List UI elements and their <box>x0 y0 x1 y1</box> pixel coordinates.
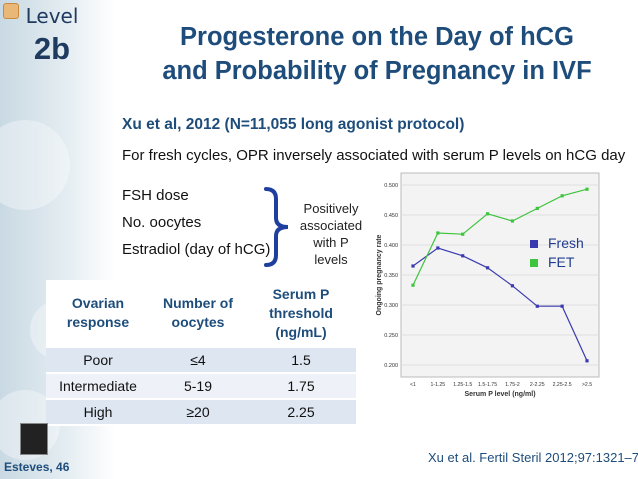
series-line-fet <box>412 188 588 286</box>
data-point-fet <box>585 187 589 191</box>
data-point-fet <box>560 194 564 198</box>
data-point-fresh <box>510 284 515 288</box>
factor-estradiol: Estradiol (day of hCG) <box>122 241 271 258</box>
table-cell: ≤4 <box>150 347 246 374</box>
data-point-fet <box>485 212 490 216</box>
data-point-fresh <box>436 246 440 250</box>
x-tick-label: 1-1.25 <box>430 382 445 388</box>
table-cell: 5-19 <box>150 373 246 400</box>
y-tick-label: 0.500 <box>384 183 398 189</box>
chart-legend: Fresh FET <box>530 234 584 272</box>
data-point-fresh <box>560 304 564 308</box>
data-point-fresh <box>535 304 539 308</box>
legend-swatch-fresh <box>530 240 538 249</box>
y-axis-label: Ongoing pregnancy rate <box>376 234 383 315</box>
table-cell: ≥20 <box>150 399 246 426</box>
y-tick-label: 0.450 <box>384 213 398 219</box>
y-tick-labels: 0.200 0.250 0.300 0.350 0.400 0.450 0.500 <box>384 183 398 369</box>
legend-label-fet: FET <box>548 254 575 270</box>
table-cell: Poor <box>46 347 150 374</box>
table-cell: 2.25 <box>246 399 356 426</box>
data-point-fet <box>510 219 515 223</box>
note-line-2: associated <box>299 218 363 233</box>
grid-lines <box>401 184 599 366</box>
legend-item-fet: FET <box>530 253 584 272</box>
table-cell: High <box>46 399 150 426</box>
legend-label-fresh: Fresh <box>548 235 584 251</box>
factor-fsh-dose: FSH dose <box>122 187 189 204</box>
citation: Xu et al. Fertil Steril 2012;97:1321–7. <box>428 450 638 465</box>
decor-bubble <box>0 120 70 210</box>
title-line-1: Progesterone on the Day of hCG <box>180 23 574 51</box>
data-point-fet <box>436 231 440 235</box>
header-serum-p: Serum P threshold (ng/mL) <box>246 280 356 348</box>
table-header-row: Ovarian response Number of oocytes Serum… <box>46 280 356 348</box>
data-point-fet <box>535 206 539 210</box>
table-row: Intermediate 5-19 1.75 <box>46 373 356 400</box>
data-point-fresh <box>585 359 589 363</box>
level-value: 2b <box>33 31 71 66</box>
table-cell: 1.5 <box>246 347 356 374</box>
app-icon <box>3 3 19 19</box>
x-tick-label: 1.25-1.5 <box>453 382 472 388</box>
legend-swatch-fet <box>530 259 538 268</box>
table-cell: Intermediate <box>46 373 150 400</box>
series-line-fresh <box>412 247 588 362</box>
x-tick-label: <1 <box>410 382 416 388</box>
data-point-fet <box>411 283 415 287</box>
title-line-2: and Probability of Pregnancy in IVF <box>162 57 592 85</box>
x-tick-label: 2-2.25 <box>530 382 545 388</box>
x-tick-label: >2.5 <box>582 382 592 388</box>
slide-title: Progesterone on the Day of hCG and Proba… <box>116 20 638 88</box>
logo-icon <box>20 423 48 455</box>
study-subtitle: Xu et al, 2012 (N=11,055 long agonist pr… <box>122 116 465 133</box>
y-tick-label: 0.300 <box>384 303 398 309</box>
level-label: Level <box>25 4 79 28</box>
data-point-fet <box>461 232 465 236</box>
y-tick-label: 0.250 <box>384 333 398 339</box>
note-line-1: Positively <box>303 201 359 216</box>
x-tick-labels: <1 1-1.25 1.25-1.5 1.5-1.75 1.75-2 2-2.25 2.25… <box>410 382 592 388</box>
data-point-fresh <box>461 254 465 258</box>
y-tick-label: 0.350 <box>384 273 398 279</box>
pregnancy-rate-chart: 0.200 0.250 0.300 0.350 0.400 0.450 0.500 <1 1-… <box>376 172 600 398</box>
y-tick-label: 0.200 <box>384 363 398 369</box>
note-line-3: with P levels <box>313 235 349 267</box>
x-tick-label: 1.5-1.75 <box>478 382 497 388</box>
factor-oocytes: No. oocytes <box>122 214 202 231</box>
header-ovarian-response: Ovarian response <box>46 280 150 348</box>
x-axis-label: Serum P level (ng/ml) <box>464 391 535 398</box>
x-tick-label: 2.25-2.5 <box>553 382 572 388</box>
series-layer <box>411 187 589 363</box>
y-tick-label: 0.400 <box>384 243 398 249</box>
threshold-table: Ovarian response Number of oocytes Serum… <box>46 280 356 426</box>
table-row: High ≥20 2.25 <box>46 399 356 426</box>
data-point-fresh <box>485 266 490 270</box>
legend-item-fresh: Fresh <box>530 234 584 253</box>
finding-statement: For fresh cycles, OPR inversely associat… <box>122 147 626 164</box>
x-tick-label: 1.75-2 <box>505 382 520 388</box>
table-cell: 1.75 <box>246 373 356 400</box>
author-label: Esteves, 46 <box>4 460 70 474</box>
table-row: Poor ≤4 1.5 <box>46 347 356 374</box>
header-number-oocytes: Number of oocytes <box>150 280 246 348</box>
data-point-fresh <box>411 264 415 268</box>
brace-note: Positively associated with P levels <box>296 200 366 268</box>
brace-icon <box>264 187 289 267</box>
